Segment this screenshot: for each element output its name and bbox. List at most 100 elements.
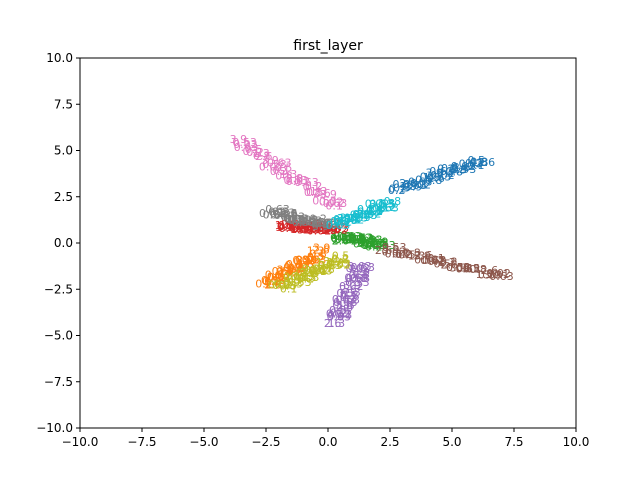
data-point-0: 0.02 [430, 169, 455, 182]
data-point-0: 0.8 [425, 174, 443, 187]
data-point-8: 0.5 [283, 275, 301, 288]
data-point-4: 0.53 [333, 296, 358, 309]
data-point-4: 2.6 [349, 263, 367, 276]
data-point-5: 3.9 [484, 269, 502, 282]
data-point-2: 0.5 [357, 236, 375, 249]
y-axis-ticks: −10.0 −7.5 −5.0 −2.5 0.0 2.5 5.0 7.5 10.0 [36, 51, 80, 435]
data-point-8: 0.02 [283, 270, 308, 283]
data-point-1: 0.8 [309, 248, 327, 261]
data-point-2: 2.6 [369, 237, 387, 250]
data-point-0: 0.1 [411, 178, 429, 191]
data-point-3: 0.53 [277, 220, 302, 233]
data-point-8: 1.3 [285, 277, 303, 290]
data-point-8: 1.3 [316, 256, 334, 269]
data-point-4: 1.3 [343, 286, 361, 299]
data-point-1: 0.53 [292, 254, 317, 267]
data-point-7: 2.6 [294, 215, 312, 228]
data-point-2: 2.6 [351, 234, 369, 247]
data-point-2: 3.9 [357, 237, 375, 250]
data-point-5: 3.9 [449, 262, 467, 275]
data-point-4: 0.02 [339, 280, 364, 293]
data-point-0: 0.53 [452, 163, 477, 176]
data-point-5: 0.53 [478, 268, 503, 281]
data-point-9: 0.63 [357, 205, 382, 218]
data-point-7: 0.1 [301, 214, 319, 227]
data-point-6: 2.6 [313, 187, 331, 200]
data-point-3: 0.8 [289, 222, 307, 235]
data-point-4: 0.63 [335, 294, 360, 307]
data-point-2: 0.8 [331, 232, 349, 245]
data-point-5: 0.8 [469, 263, 487, 276]
data-point-2: 0.63 [350, 233, 375, 246]
data-point-3: 0.2 [286, 219, 304, 232]
x-tick-label: 7.5 [504, 435, 523, 449]
data-point-8: 0.53 [287, 276, 312, 289]
data-point-7: 1.3 [278, 207, 296, 220]
data-point-4: 3.9 [327, 310, 345, 323]
data-point-0: 2.6 [453, 161, 471, 174]
data-point-1: 1.3 [264, 275, 282, 288]
data-point-3: 0.63 [297, 221, 322, 234]
data-point-9: 3.9 [337, 212, 355, 225]
data-point-6: 0.53 [232, 136, 257, 149]
data-point-2: 0.63 [362, 239, 387, 252]
data-point-1: 0.02 [295, 253, 320, 266]
data-point-1: 0.5 [288, 261, 306, 274]
data-point-5: 1.3 [476, 268, 494, 281]
data-point-6: 0.2 [246, 146, 264, 159]
data-point-3: 3.9 [297, 223, 315, 236]
data-point-5: 0.2 [395, 248, 413, 261]
data-point-0: 0.2 [437, 163, 455, 176]
data-point-6: 0.02 [233, 138, 258, 151]
data-point-1: 1.3 [298, 258, 316, 271]
data-point-7: 0.5 [307, 216, 325, 229]
data-point-5: 0.8 [440, 255, 458, 268]
data-point-4: 2.6 [336, 301, 354, 314]
data-point-4: 0.2 [348, 269, 366, 282]
data-point-7: 0.2 [268, 206, 286, 219]
data-point-1: 0.8 [264, 275, 282, 288]
data-point-8: 0.5 [299, 271, 317, 284]
data-point-0: 3.9 [450, 163, 468, 176]
data-point-3: 0.53 [305, 223, 330, 236]
data-point-8: 0.53 [302, 262, 327, 275]
data-point-5: 0.1 [392, 247, 410, 260]
data-point-3: 3.9 [320, 224, 338, 237]
data-point-9: 0.63 [374, 201, 399, 214]
data-point-0: 0.1 [437, 167, 455, 180]
data-point-4: 0.63 [327, 311, 352, 324]
data-point-3: 0.5 [315, 221, 333, 234]
data-point-8: 0.02 [268, 279, 293, 292]
data-point-0: 0.2 [420, 171, 438, 184]
data-point-2: 3.9 [348, 233, 366, 246]
data-point-5: 0.5 [433, 258, 451, 271]
data-point-0: 1.3 [423, 171, 441, 184]
data-point-6: 0.2 [328, 197, 346, 210]
data-point-0: 0.5 [415, 173, 433, 186]
data-point-7: 0.63 [281, 211, 306, 224]
y-tick-label: −10.0 [36, 421, 73, 435]
data-point-1: 0.63 [265, 268, 290, 281]
data-point-8: 0.63 [308, 264, 333, 277]
data-point-1: 0.8 [276, 265, 294, 278]
data-point-1: 3.9 [264, 275, 282, 288]
data-point-6: 0.53 [283, 174, 308, 187]
data-point-7: 0.5 [288, 214, 306, 227]
data-point-5: 1.3 [438, 256, 456, 269]
data-point-9: 3.9 [369, 198, 387, 211]
data-point-5: 0.5 [398, 248, 416, 261]
data-point-3: 2.6 [281, 218, 299, 231]
data-point-4: 1.3 [351, 268, 369, 281]
data-point-7: 1.3 [316, 216, 334, 229]
data-point-0: 2.6 [427, 172, 445, 185]
data-point-6: 1.3 [310, 185, 328, 198]
data-point-8: 3.9 [301, 267, 319, 280]
chart-title: first_layer [293, 38, 363, 54]
data-point-3: 0.02 [292, 222, 317, 235]
data-point-8: 0.63 [291, 270, 316, 283]
data-point-6: 0.53 [312, 194, 337, 207]
data-point-7: 0.5 [330, 219, 348, 232]
data-point-8: 0.5 [314, 262, 332, 275]
data-point-5: 3.9 [413, 249, 431, 262]
